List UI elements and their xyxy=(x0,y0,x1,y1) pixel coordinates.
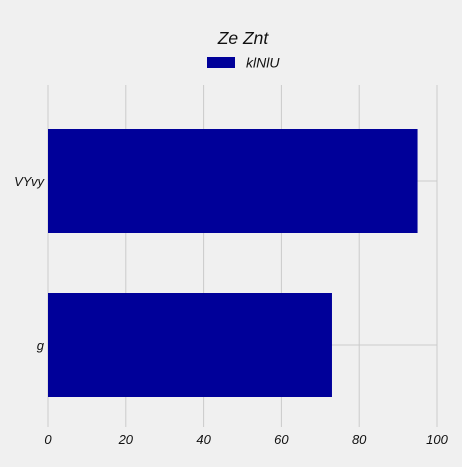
x-axis-tick-labels: 0 20 40 60 80 100 xyxy=(44,432,448,447)
bars xyxy=(48,129,418,397)
chart-title: Ze Znt xyxy=(217,28,270,48)
y-axis-tick-labels: VYvy g xyxy=(14,174,45,353)
x-tick-label: 60 xyxy=(274,432,289,447)
x-tick-label: 40 xyxy=(196,432,211,447)
x-tick-label: 20 xyxy=(118,432,134,447)
legend: klNlU xyxy=(207,55,280,71)
legend-label: klNlU xyxy=(246,55,280,71)
x-tick-label: 100 xyxy=(426,432,448,447)
bar xyxy=(48,293,332,397)
bar xyxy=(48,129,418,233)
x-tick-label: 80 xyxy=(352,432,367,447)
y-tick-label: g xyxy=(37,338,45,353)
x-tick-label: 0 xyxy=(44,432,52,447)
y-tick-label: VYvy xyxy=(14,174,45,189)
legend-swatch xyxy=(207,57,235,68)
